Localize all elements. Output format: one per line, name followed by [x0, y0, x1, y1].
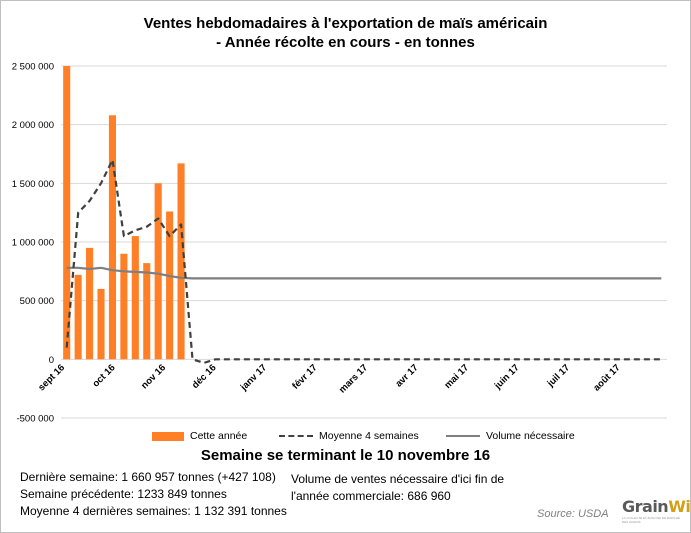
source-note: Source: USDA [537, 508, 609, 520]
series-line-moyenne [65, 158, 662, 364]
grainwiz-logo: GrainWiz LA COLLECTE ET ANALYSE DE MARCH… [622, 497, 691, 527]
y-tick-label: 2 500 000 [12, 62, 54, 73]
legend-label-cette-annee: Cette année [190, 430, 248, 442]
legend-item-volume: Volume nécessaire [446, 430, 575, 442]
legend-item-cette-annee: Cette année [152, 430, 247, 442]
bar [143, 263, 151, 360]
summary-heading: Semaine se terminant le 10 novembre 16 [200, 447, 491, 464]
bar [108, 115, 116, 360]
logo-part-1: Grain [622, 497, 669, 516]
bar [97, 288, 105, 360]
bar [154, 183, 162, 360]
summary-right: Volume de ventes nécessaire d'ici fin de… [291, 471, 504, 505]
legend-label-moyenne: Moyenne 4 semaines [319, 430, 419, 442]
x-tick-label: août 17 [591, 362, 622, 393]
y-tick-label: 1 500 000 [12, 179, 54, 190]
bar [177, 163, 185, 360]
x-tick-label: juil 17 [545, 362, 573, 390]
logo-part-2: Wiz [668, 497, 691, 516]
y-tick-label: -500 000 [16, 414, 54, 425]
legend-swatch-solid [446, 435, 480, 437]
summary-previous-week: Semaine précédente: 1233 849 tonnes [20, 487, 227, 501]
y-tick-label: 2 000 000 [12, 120, 54, 131]
y-tick-label: 0 [49, 355, 54, 366]
bar [131, 236, 139, 360]
legend-swatch-dashed [279, 435, 313, 437]
chart-title-line-2: - Année récolte en cours - en tonnes [216, 34, 475, 51]
legend-label-volume: Volume nécessaire [486, 430, 575, 442]
legend-swatch-bar [152, 431, 184, 441]
x-tick-label: juin 17 [492, 362, 522, 392]
x-tick-label: nov 16 [139, 362, 168, 391]
summary-avg-4-weeks: Moyenne 4 dernières semaines: 1 132 391 … [20, 504, 287, 518]
x-tick-label: sept 16 [36, 362, 67, 393]
y-tick-label: 500 000 [20, 296, 54, 307]
y-tick-label: 1 000 000 [12, 238, 54, 249]
x-tick-label: janv 17 [238, 362, 269, 393]
bar [63, 66, 71, 360]
bar [86, 247, 94, 360]
bar [120, 253, 128, 360]
summary-last-week: Dernière semaine: 1 660 957 tonnes (+427… [20, 470, 276, 484]
legend-item-moyenne: Moyenne 4 semaines [279, 430, 419, 442]
summary-needed-line-1: Volume de ventes nécessaire d'ici fin de [291, 472, 505, 486]
chart-title: Ventes hebdomadaires à l'exportation de … [0, 14, 691, 52]
bar [74, 274, 82, 360]
bar [166, 211, 174, 360]
x-tick-label: oct 16 [90, 362, 117, 389]
series-line-volume [66, 266, 662, 280]
x-tick-label: mars 17 [337, 362, 370, 395]
x-tick-label: mai 17 [442, 362, 471, 391]
chart-title-line-1: Ventes hebdomadaires à l'exportation de … [143, 15, 548, 32]
x-tick-label: févr 17 [290, 362, 319, 391]
x-tick-label: avr 17 [393, 362, 420, 389]
logo-wordmark: GrainWiz [622, 497, 691, 516]
summary-left: Dernière semaine: 1 660 957 tonnes (+427… [20, 469, 287, 520]
chart-plot: -500 000 0 500 000 1 000 000 1 500 000 2 000 … [12, 62, 667, 425]
logo-tagline: LA COLLECTE ET ANALYSE DE MARCHÉ DES GRA… [622, 516, 680, 524]
x-tick-label: déc 16 [190, 362, 219, 391]
summary-needed-line-2: l'année commerciale: 686 960 [291, 489, 451, 503]
legend: Cette année Moyenne 4 semaines Volume né… [0, 430, 691, 446]
